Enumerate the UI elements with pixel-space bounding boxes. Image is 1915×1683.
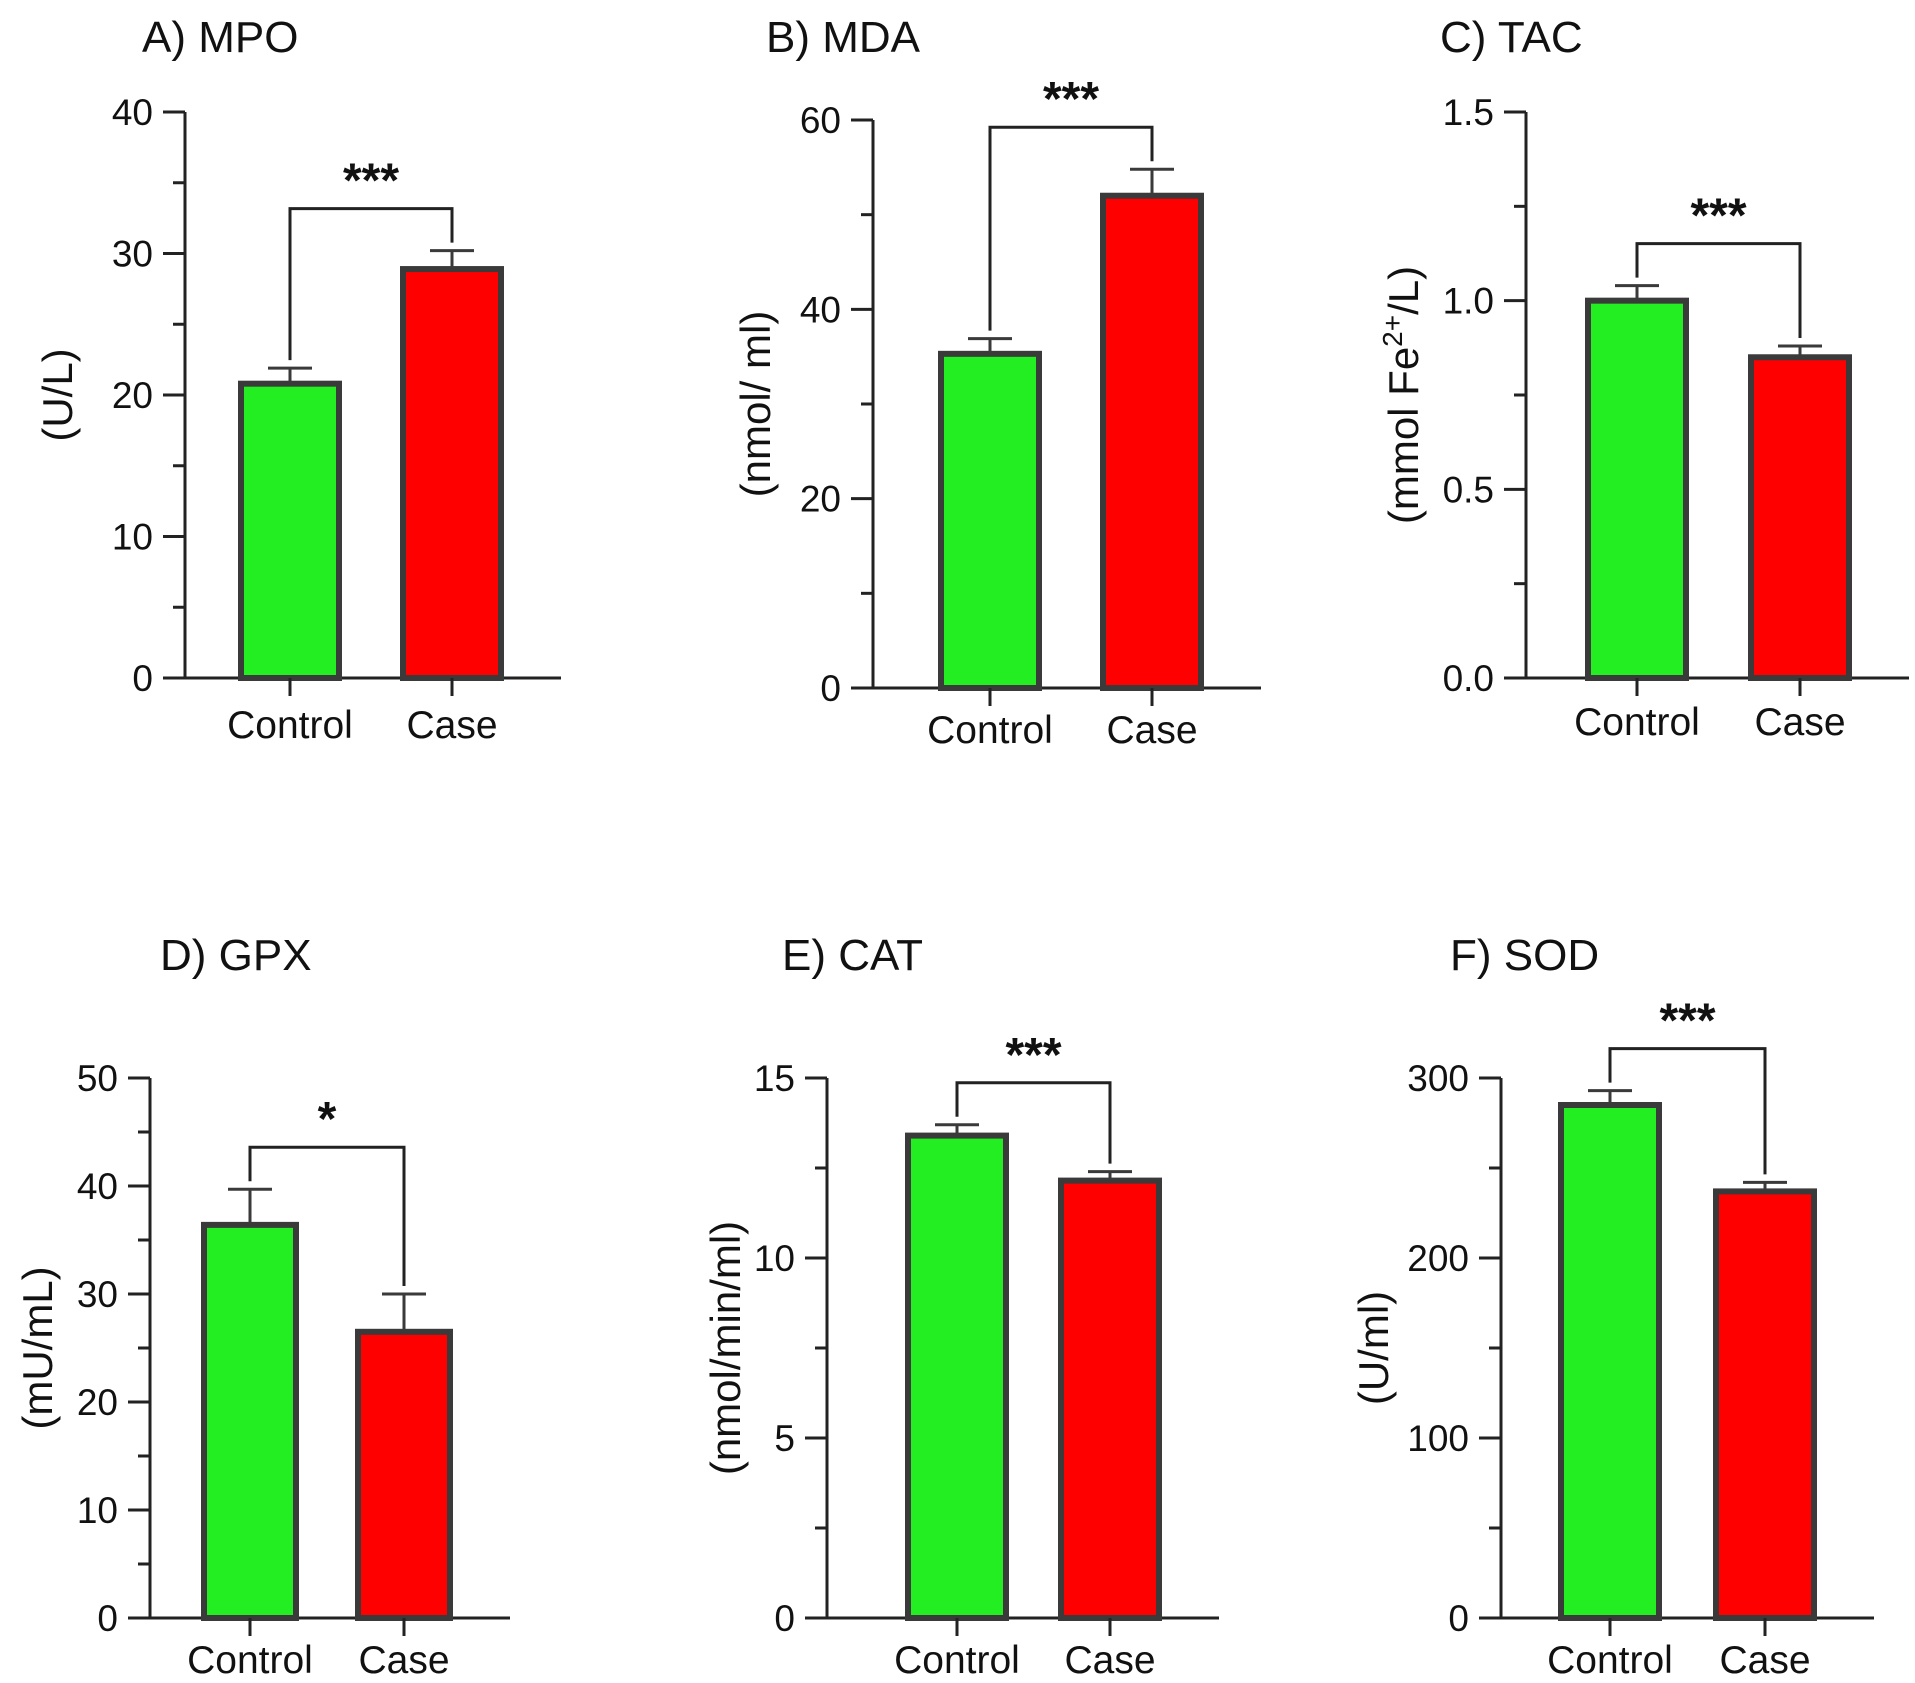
x-category-label: Control [927,709,1053,752]
x-category-label: Control [1574,701,1700,744]
chart-title: B) MDA [766,13,921,62]
chart-gpx: D) GPX (mU/mL) 0 10 20 30 40 50 Control Case * [14,931,510,1682]
y-axis-label: (U/L) [34,348,81,441]
bar-case [1100,192,1204,691]
chart-title: C) TAC [1440,13,1583,62]
bar-control [1558,1102,1662,1621]
panel-mda: B) MDA (nmol/ ml) 0 20 40 60 Control Case *** [640,0,1261,820]
bar-control [238,380,342,681]
significance-marker: *** [1659,995,1715,1048]
y-axis-label: (nmol/min/ml) [702,1221,749,1475]
chart-title: F) SOD [1450,931,1599,980]
x-category-label: Control [1547,1639,1673,1682]
significance-marker: *** [1690,190,1746,243]
x-category-label: Case [1719,1639,1810,1682]
y-tick-label: 300 [1407,1058,1469,1099]
x-category-label: Control [187,1639,313,1682]
significance-bracket [1635,242,1802,338]
significance-bracket [955,1081,1112,1164]
y-tick-label: 10 [77,1490,118,1531]
significance-marker: *** [343,155,399,208]
y-tick-label: 15 [754,1058,795,1099]
x-category-label: Case [1064,1639,1155,1682]
bar-case [400,266,504,681]
y-tick-label: 20 [77,1382,118,1423]
significance-bracket [1608,1047,1767,1175]
y-tick-label: 60 [800,100,841,141]
y-tick-label: 40 [800,289,841,330]
y-tick-label: 10 [754,1238,795,1279]
significance-bracket [288,207,454,361]
y-tick-label: 10 [112,517,153,558]
panel-mpo: A) MPO (U/L) 0 10 20 30 40 Control Case *** [0,0,620,820]
bar-case [1058,1177,1162,1621]
y-axis-label-part: (mmol Fe [1380,347,1427,524]
x-category-label: Control [894,1639,1020,1682]
y-axis-label: (nmol/ ml) [732,311,779,498]
y-axis-label-superscript: 2+ [1377,315,1408,347]
y-axis-label: (mU/mL) [14,1266,61,1429]
bar-control [1585,297,1689,681]
y-tick-label: 5 [774,1418,795,1459]
significance-bracket [248,1145,406,1286]
x-category-label: Control [227,704,353,747]
chart-title: A) MPO [142,13,298,62]
chart-title: D) GPX [160,931,312,980]
chart-mda: B) MDA (nmol/ ml) 0 20 40 60 Control Case *** [732,13,1261,752]
significance-marker: * [318,1093,337,1146]
y-tick-label: 0 [97,1598,118,1639]
significance-bracket [988,125,1154,331]
chart-sod: F) SOD (U/ml) 0 100 200 300 Control Case *** [1350,931,1874,1682]
y-tick-label: 0.5 [1443,469,1494,510]
y-tick-label: 0.0 [1443,658,1494,699]
panel-sod: F) SOD (U/ml) 0 100 200 300 Control Case *** [1290,860,1910,1682]
y-tick-label: 30 [77,1274,118,1315]
y-axis-label-part: /L) [1380,266,1427,315]
y-tick-label: 0 [1448,1598,1469,1639]
y-tick-label: 0 [774,1598,795,1639]
y-tick-label: 30 [112,234,153,275]
y-tick-label: 100 [1407,1418,1469,1459]
bar-case [1713,1188,1817,1621]
x-category-label: Case [1106,709,1197,752]
y-tick-label: 40 [77,1166,118,1207]
x-category-label: Case [1754,701,1845,744]
chart-cat: E) CAT (nmol/min/ml) 0 5 10 15 Control Case *** [702,931,1219,1682]
bar-case [1748,354,1852,681]
x-category-label: Case [358,1639,449,1682]
x-category-label: Case [406,704,497,747]
y-tick-label: 0 [132,658,153,699]
significance-marker: *** [1005,1029,1061,1082]
y-tick-label: 200 [1407,1238,1469,1279]
bar-control [905,1132,1009,1621]
chart-mpo: A) MPO (U/L) 0 10 20 30 40 Control Case *** [34,13,561,747]
significance-marker: *** [1043,73,1099,126]
y-tick-label: 1.0 [1443,281,1494,322]
y-axis-label: (mmol Fe2+/L) [1377,266,1427,524]
panel-cat: E) CAT (nmol/min/ml) 0 5 10 15 Control Case *** [640,860,1260,1682]
bar-control [201,1221,299,1621]
panel-tac: C) TAC (mmol Fe2+/L) 0.0 0.5 1.0 1.5 Control Ca… [1290,0,1910,820]
bar-control [938,350,1042,691]
y-tick-label: 0 [820,668,841,709]
chart-title: E) CAT [782,931,923,980]
y-tick-label: 20 [800,479,841,520]
y-tick-label: 50 [77,1058,118,1099]
chart-tac: C) TAC (mmol Fe2+/L) 0.0 0.5 1.0 1.5 Control Ca… [1377,13,1909,744]
y-axis-label: (U/ml) [1350,1291,1397,1405]
y-tick-label: 40 [112,92,153,133]
y-tick-label: 20 [112,375,153,416]
y-tick-label: 1.5 [1443,92,1494,133]
bar-case [355,1328,453,1621]
panel-gpx: D) GPX (mU/mL) 0 10 20 30 40 50 Control Case * [0,860,620,1682]
